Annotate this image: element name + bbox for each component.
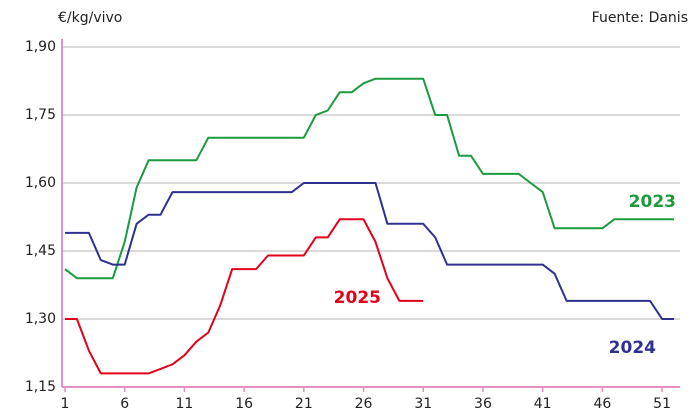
source: Fuente: Danis [592, 10, 688, 26]
x-tick-label: 11 [175, 396, 193, 412]
y-axis-label: €/kg/vivo [58, 10, 122, 26]
series-line [65, 182, 674, 320]
x-tick-label: 51 [653, 396, 671, 412]
x-tick-label: 16 [235, 396, 253, 412]
y-tick-label: 1,30 [25, 311, 56, 327]
series-label: 2023 [629, 192, 676, 212]
x-tick-label: 26 [355, 396, 373, 412]
series-line [64, 77, 674, 280]
x-tick-label: 36 [474, 396, 492, 412]
y-tick-label: 1,75 [25, 107, 56, 123]
x-tick-label: 46 [593, 396, 611, 412]
y-tick-label: 1,90 [25, 39, 56, 55]
x-tick-label: 41 [534, 396, 552, 412]
series-label: 2024 [609, 338, 656, 358]
x-tick-label: 21 [295, 396, 313, 412]
x-tick-label: 1 [61, 396, 70, 412]
x-tick-label: 31 [414, 396, 432, 412]
y-tick-label: 1,60 [25, 175, 56, 191]
y-tick-label: 1,45 [25, 243, 56, 259]
y-tick-label: 1,15 [25, 379, 56, 395]
x-tick-label: 6 [120, 396, 129, 412]
series-label: 2025 [334, 288, 381, 308]
series-line [65, 218, 424, 375]
